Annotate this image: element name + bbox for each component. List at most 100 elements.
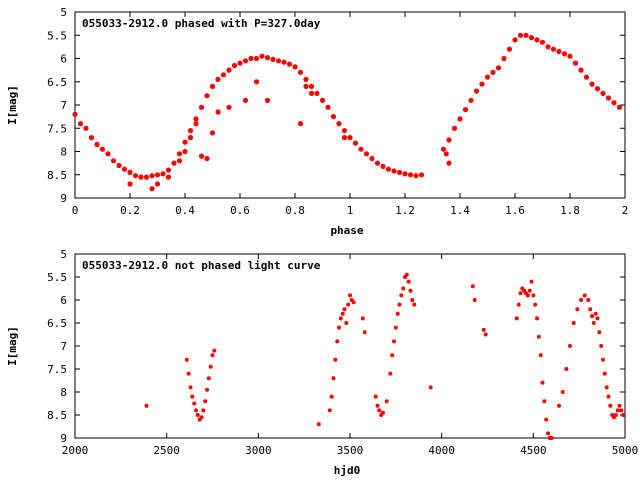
phased-data-point bbox=[127, 181, 133, 187]
phased-data-point bbox=[149, 186, 155, 192]
phased-x-tick-label: 0.6 bbox=[230, 204, 250, 217]
unphased-y-tick-label: 7.5 bbox=[47, 363, 67, 376]
phased-data-point bbox=[259, 53, 265, 59]
unphased-data-point bbox=[428, 385, 433, 390]
unphased-x-tick-label: 4000 bbox=[428, 444, 455, 457]
phased-data-point bbox=[204, 155, 210, 162]
phased-data-point bbox=[325, 104, 331, 110]
phased-data-point bbox=[517, 32, 524, 38]
phased-data-point bbox=[561, 51, 568, 57]
unphased-data-point bbox=[206, 376, 211, 381]
unphased-data-point bbox=[210, 353, 215, 358]
phased-data-point bbox=[154, 172, 161, 178]
phased-data-point bbox=[385, 166, 392, 172]
unphased-data-point bbox=[571, 321, 576, 325]
phased-data-point bbox=[314, 90, 320, 96]
phased-data-point bbox=[193, 121, 199, 127]
unphased-data-points bbox=[144, 272, 626, 440]
unphased-data-point bbox=[335, 339, 340, 344]
unphased-plot-frame bbox=[74, 253, 626, 439]
unphased-data-point bbox=[621, 413, 626, 417]
unphased-data-point bbox=[557, 403, 561, 408]
unphased-data-point bbox=[412, 302, 417, 307]
unphased-data-point bbox=[529, 279, 534, 284]
unphased-data-point bbox=[591, 321, 596, 325]
phased-data-point bbox=[583, 74, 590, 80]
phased-x-tick-label: 1.4 bbox=[450, 204, 470, 217]
phased-data-point bbox=[374, 160, 381, 166]
unphased-data-point bbox=[568, 344, 572, 348]
unphased-data-point bbox=[192, 401, 197, 406]
phased-y-tick-label: 8 bbox=[60, 146, 67, 159]
phased-data-point bbox=[539, 39, 546, 45]
phased-data-point bbox=[165, 167, 172, 173]
unphased-data-point bbox=[338, 316, 343, 321]
unphased-y-tick-label: 9 bbox=[60, 432, 67, 445]
phased-data-point bbox=[352, 140, 359, 146]
phased-x-tick-label: 0.8 bbox=[285, 204, 305, 217]
phased-data-point bbox=[242, 97, 249, 103]
phased-data-point bbox=[545, 44, 551, 50]
phased-data-point bbox=[319, 97, 326, 103]
phased-data-point bbox=[336, 121, 342, 127]
unphased-data-point bbox=[184, 357, 189, 362]
unphased-data-point bbox=[617, 403, 622, 408]
unphased-data-point bbox=[575, 307, 580, 312]
phased-x-tick-label: 2 bbox=[622, 204, 629, 217]
phased-x-tick-label: 1 bbox=[347, 204, 354, 217]
unphased-data-point bbox=[408, 288, 413, 293]
unphased-data-point bbox=[564, 367, 569, 371]
phased-data-point bbox=[209, 83, 216, 89]
unphased-y-tick-label: 5.5 bbox=[47, 271, 67, 284]
unphased-data-point bbox=[560, 390, 565, 394]
unphased-data-point bbox=[549, 436, 554, 440]
phased-data-point bbox=[605, 95, 612, 101]
phased-data-point bbox=[578, 67, 584, 73]
phased-data-point bbox=[402, 171, 408, 177]
unphased-data-point bbox=[590, 314, 594, 319]
unphased-data-point bbox=[525, 293, 530, 298]
unphased-data-point bbox=[360, 316, 365, 321]
phased-data-point bbox=[308, 83, 315, 89]
unphased-data-point bbox=[536, 334, 541, 339]
phased-data-point bbox=[600, 90, 606, 96]
unphased-data-point bbox=[397, 302, 402, 307]
unphased-data-point bbox=[542, 399, 547, 404]
unphased-data-point bbox=[602, 371, 607, 376]
phased-panel: 0 0.2 0.4 0.6 0.8 1 1.2 1.4 1.6 1.8 2 5 5.5 6 6.5 7 7.5 8… bbox=[6, 6, 628, 237]
unphased-data-point bbox=[351, 300, 356, 305]
phased-data-point bbox=[88, 135, 95, 141]
unphased-data-point bbox=[392, 339, 396, 344]
phased-data-point bbox=[83, 125, 89, 131]
phased-data-point bbox=[253, 55, 260, 62]
unphased-data-point bbox=[399, 293, 404, 298]
unphased-data-point bbox=[588, 307, 593, 312]
phased-data-point bbox=[451, 125, 458, 131]
unphased-panel: 2000 2500 3000 3500 4000 4500 5000 5 5.5 6 6.5 7 7.5… bbox=[6, 248, 638, 477]
unphased-x-tick-label: 2000 bbox=[62, 444, 89, 457]
phased-data-point bbox=[413, 173, 419, 179]
unphased-data-point bbox=[384, 399, 389, 404]
phased-data-point bbox=[105, 151, 111, 157]
unphased-data-point bbox=[514, 316, 519, 321]
unphased-data-point bbox=[190, 394, 195, 399]
phased-data-point bbox=[446, 137, 452, 143]
unphased-data-point bbox=[533, 302, 538, 307]
phased-data-point bbox=[116, 162, 122, 169]
unphased-data-point bbox=[544, 417, 549, 422]
phased-data-point bbox=[363, 151, 370, 157]
unphased-data-point bbox=[362, 330, 367, 335]
phased-data-point bbox=[550, 46, 557, 52]
phased-y-tick-label: 7.5 bbox=[47, 122, 67, 135]
unphased-y-tick-label: 8 bbox=[60, 386, 67, 399]
unphased-y-axis-label: I[mag] bbox=[6, 326, 19, 366]
unphased-data-point bbox=[527, 288, 532, 293]
unphased-data-point bbox=[604, 385, 609, 390]
phased-data-point bbox=[264, 55, 271, 61]
unphased-data-point bbox=[404, 272, 409, 277]
phased-x-tick-label: 0.4 bbox=[175, 204, 195, 217]
phased-data-point bbox=[479, 81, 485, 87]
phased-data-point bbox=[198, 153, 205, 159]
phased-data-point bbox=[473, 88, 480, 94]
